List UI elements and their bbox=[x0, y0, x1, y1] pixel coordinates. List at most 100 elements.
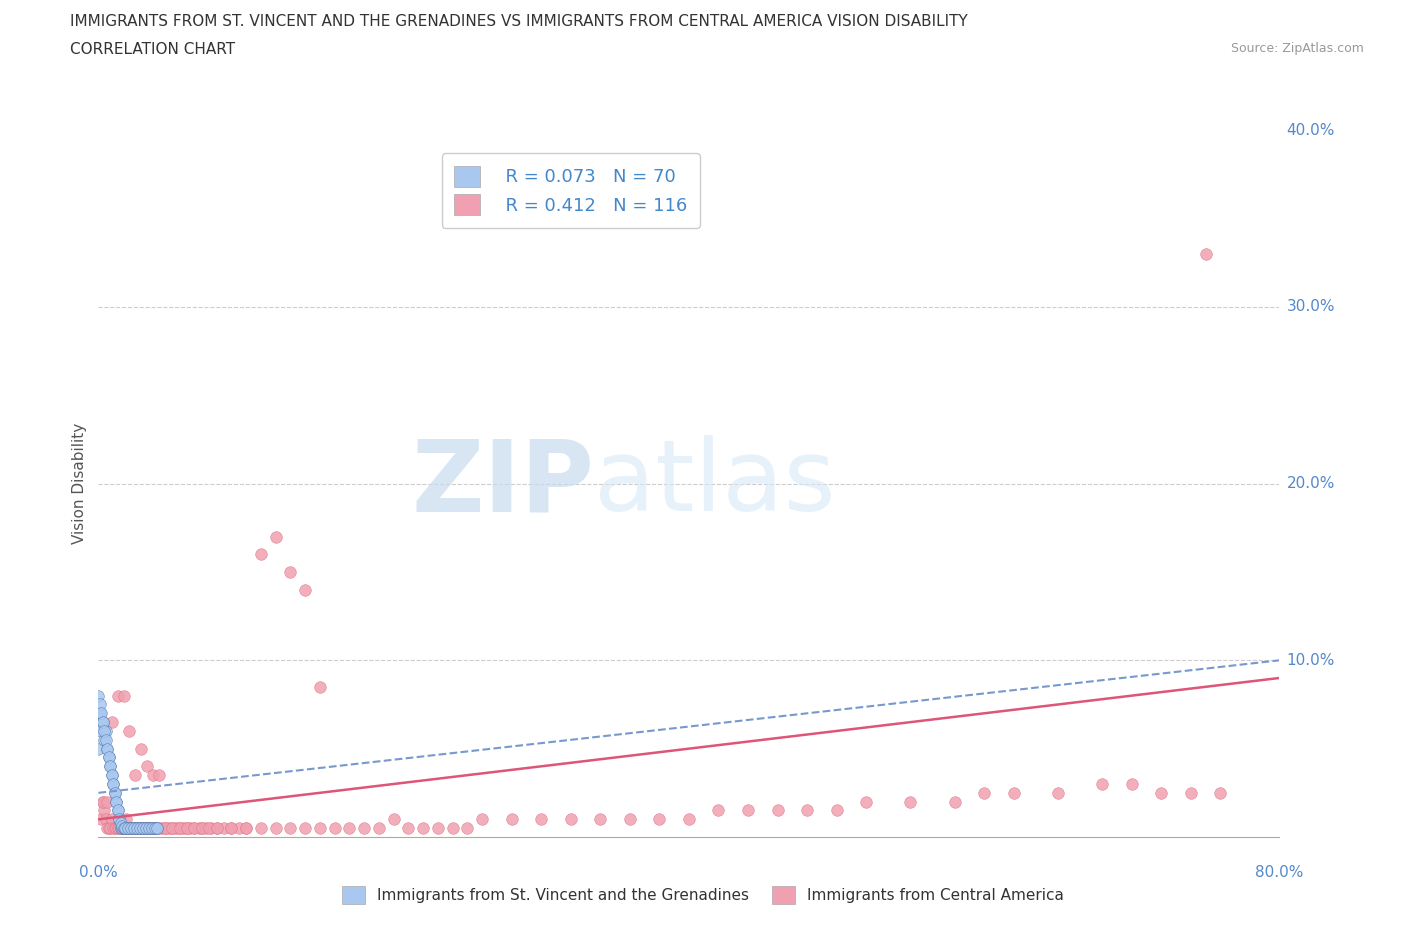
Point bbox=[187, 821, 209, 836]
Point bbox=[122, 821, 145, 836]
Point bbox=[173, 821, 195, 836]
Point bbox=[264, 821, 287, 836]
Point bbox=[135, 821, 157, 836]
Point bbox=[104, 785, 127, 800]
Point bbox=[368, 821, 391, 836]
Point bbox=[105, 821, 128, 836]
Point bbox=[396, 821, 419, 836]
Point bbox=[200, 821, 222, 836]
Point bbox=[98, 821, 121, 836]
Text: CORRELATION CHART: CORRELATION CHART bbox=[70, 42, 235, 57]
Point bbox=[165, 821, 187, 836]
Point bbox=[456, 821, 478, 836]
Text: 0.0%: 0.0% bbox=[79, 865, 118, 880]
Point bbox=[107, 688, 129, 703]
Point bbox=[118, 821, 141, 836]
Point bbox=[146, 821, 169, 836]
Point bbox=[105, 794, 128, 809]
Point bbox=[128, 821, 150, 836]
Point bbox=[142, 821, 165, 836]
Point bbox=[530, 812, 553, 827]
Point bbox=[128, 821, 150, 836]
Point bbox=[129, 821, 152, 836]
Point bbox=[176, 821, 198, 836]
Point bbox=[100, 768, 122, 783]
Point bbox=[195, 821, 218, 836]
Point bbox=[1002, 785, 1025, 800]
Point bbox=[120, 821, 142, 836]
Point bbox=[134, 821, 156, 836]
Point bbox=[138, 821, 160, 836]
Point bbox=[219, 821, 242, 836]
Point bbox=[97, 821, 120, 836]
Point bbox=[1209, 785, 1232, 800]
Point bbox=[120, 821, 142, 836]
Point bbox=[323, 821, 346, 836]
Point bbox=[309, 679, 332, 694]
Point bbox=[250, 547, 273, 562]
Point bbox=[103, 821, 125, 836]
Point bbox=[135, 821, 157, 836]
Point bbox=[94, 733, 117, 748]
Point bbox=[90, 706, 112, 721]
Point bbox=[1091, 777, 1114, 791]
Point bbox=[108, 821, 131, 836]
Text: atlas: atlas bbox=[595, 435, 837, 532]
Point bbox=[427, 821, 450, 836]
Point bbox=[114, 821, 136, 836]
Point bbox=[127, 821, 149, 836]
Point bbox=[179, 821, 201, 836]
Point bbox=[183, 821, 205, 836]
Point bbox=[139, 821, 162, 836]
Point bbox=[138, 821, 160, 836]
Point bbox=[100, 812, 122, 827]
Text: 80.0%: 80.0% bbox=[1256, 865, 1303, 880]
Point bbox=[176, 821, 198, 836]
Point bbox=[96, 741, 118, 756]
Point bbox=[87, 741, 110, 756]
Point bbox=[90, 724, 112, 738]
Point bbox=[100, 714, 122, 729]
Point bbox=[97, 750, 120, 764]
Point bbox=[90, 812, 112, 827]
Point bbox=[278, 565, 302, 579]
Point bbox=[337, 821, 360, 836]
Point bbox=[441, 821, 464, 836]
Point bbox=[153, 821, 176, 836]
Point bbox=[94, 724, 117, 738]
Point bbox=[900, 794, 922, 809]
Point bbox=[118, 724, 141, 738]
Point bbox=[91, 714, 114, 729]
Point bbox=[143, 821, 166, 836]
Point bbox=[110, 821, 132, 836]
Point bbox=[146, 821, 169, 836]
Point bbox=[110, 821, 132, 836]
Point bbox=[198, 821, 221, 836]
Text: IMMIGRANTS FROM ST. VINCENT AND THE GRENADINES VS IMMIGRANTS FROM CENTRAL AMERIC: IMMIGRANTS FROM ST. VINCENT AND THE GREN… bbox=[70, 14, 969, 29]
Point bbox=[124, 821, 146, 836]
Point bbox=[205, 821, 228, 836]
Point bbox=[162, 821, 183, 836]
Point bbox=[105, 794, 128, 809]
Point bbox=[235, 821, 257, 836]
Point bbox=[766, 803, 789, 818]
Text: 10.0%: 10.0% bbox=[1286, 653, 1334, 668]
Point bbox=[136, 821, 159, 836]
Point bbox=[112, 821, 135, 836]
Point bbox=[100, 768, 122, 783]
Point bbox=[132, 821, 155, 836]
Point bbox=[825, 803, 848, 818]
Point bbox=[294, 821, 316, 836]
Point bbox=[146, 821, 169, 836]
Y-axis label: Vision Disability: Vision Disability bbox=[72, 423, 87, 544]
Point bbox=[412, 821, 434, 836]
Point bbox=[107, 803, 129, 818]
Point bbox=[183, 821, 205, 836]
Point bbox=[250, 821, 273, 836]
Point bbox=[122, 821, 145, 836]
Text: 40.0%: 40.0% bbox=[1286, 123, 1334, 138]
Point bbox=[117, 821, 139, 836]
Point bbox=[143, 821, 166, 836]
Point bbox=[678, 812, 700, 827]
Point bbox=[93, 803, 115, 818]
